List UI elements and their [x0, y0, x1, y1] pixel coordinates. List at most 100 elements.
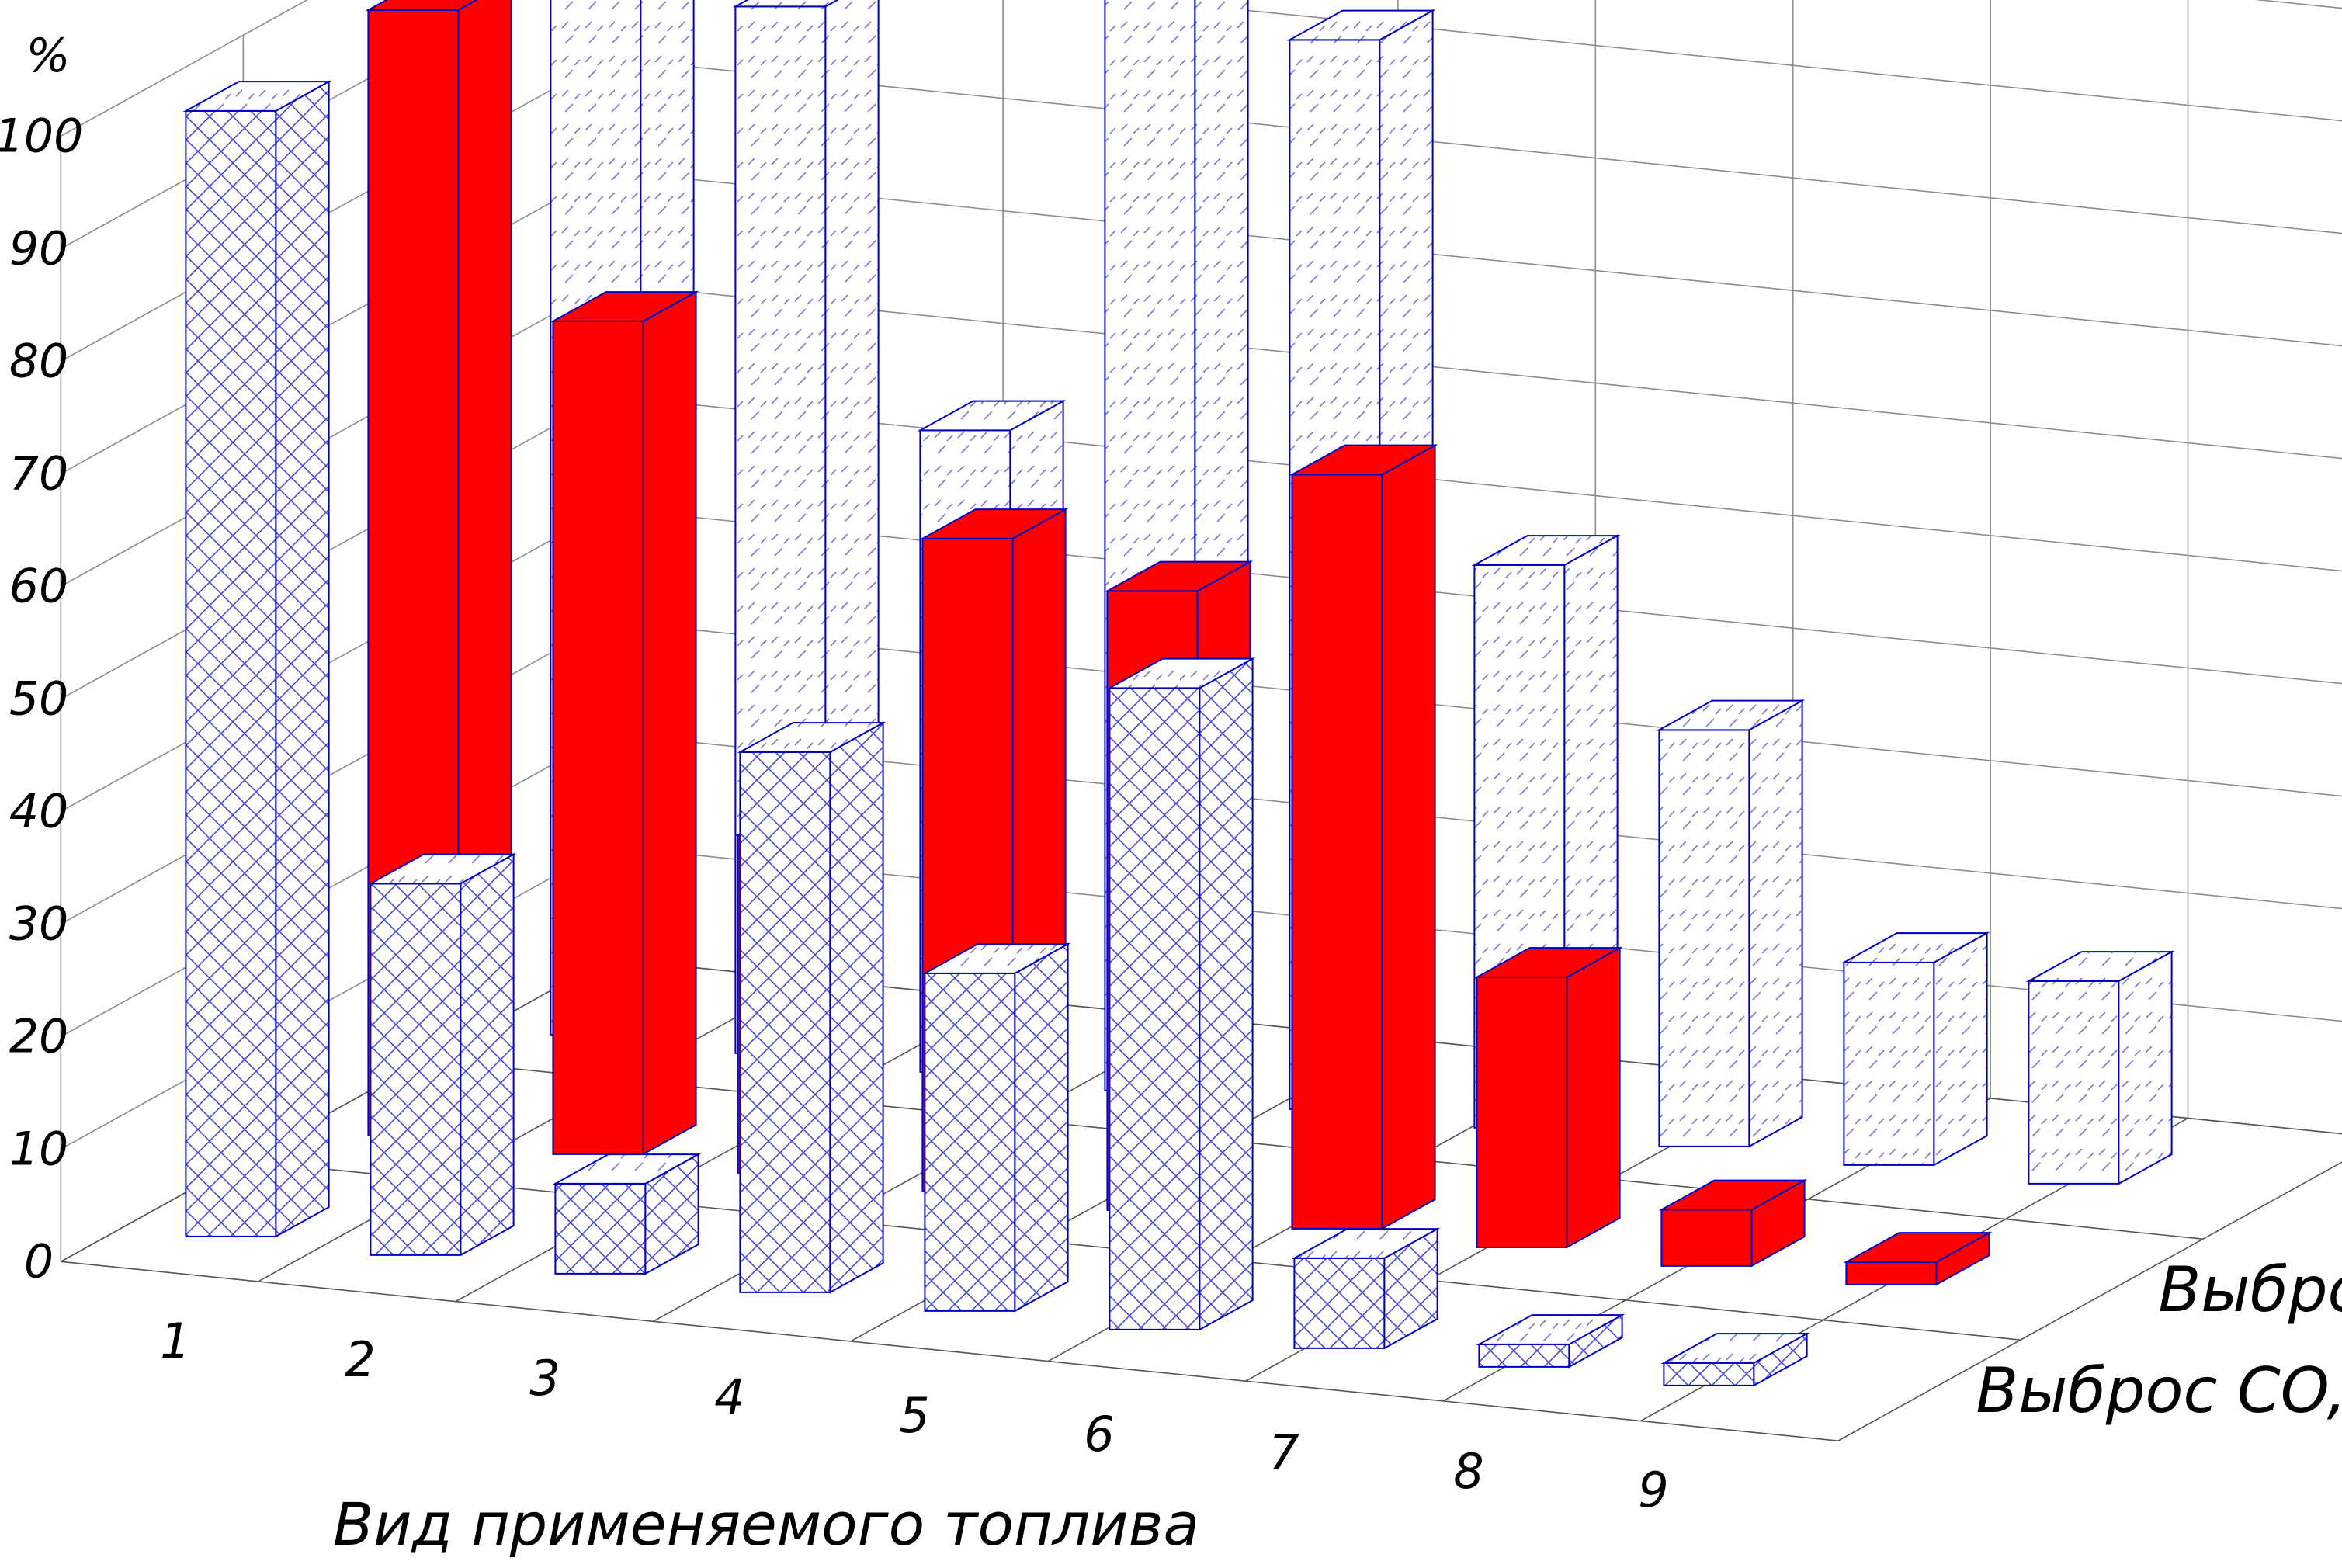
- bar-top: [2025, 951, 2175, 982]
- bar-side: [2118, 950, 2173, 1185]
- bar-front: [1291, 474, 1383, 1230]
- bar: [1289, 443, 1438, 1230]
- bar-front: [1843, 961, 1935, 1166]
- bar-top: [550, 291, 699, 322]
- y-axis-unit: %: [26, 29, 70, 83]
- bar: [921, 942, 1071, 1313]
- bar-front: [739, 751, 831, 1293]
- floor-line-depth: [1837, 1161, 2342, 1441]
- bar-top: [1658, 1179, 1808, 1211]
- bar-front: [370, 883, 462, 1256]
- bar: [737, 721, 886, 1294]
- series-label: Выброс NOx, %: [2340, 1153, 2342, 1225]
- category-label: 9: [1638, 1462, 1668, 1518]
- bar-top: [732, 0, 839, 8]
- y-tick-label: 90: [9, 221, 68, 276]
- gridline-side: [60, 508, 609, 813]
- gridline-back: [1138, 0, 2342, 122]
- bar-front: [185, 109, 277, 1237]
- y-tick-label: 0: [24, 1234, 54, 1289]
- floor-line-depth: [258, 978, 807, 1282]
- bar: [1291, 1227, 1441, 1350]
- bar-front: [552, 320, 644, 1155]
- bar: [1843, 1231, 1993, 1286]
- bar: [1841, 931, 1990, 1167]
- y-tick-label: 50: [9, 671, 68, 726]
- bar-front: [1658, 729, 1750, 1147]
- gridline-side: [60, 170, 609, 475]
- bar-top: [1473, 947, 1623, 978]
- y-tick-label: 20: [9, 1009, 68, 1063]
- bar-top: [1291, 1228, 1441, 1259]
- bar-top: [1656, 699, 1806, 731]
- bar-front: [554, 1182, 647, 1275]
- category-label: 4: [714, 1369, 744, 1425]
- bar: [1660, 1332, 1810, 1387]
- bar: [1476, 1313, 1626, 1369]
- floor-line-width: [61, 1261, 1838, 1441]
- bar-front: [1293, 1257, 1386, 1349]
- y-tick-label: 10: [9, 1122, 68, 1176]
- bar-top: [182, 81, 332, 112]
- category-label: 8: [1453, 1443, 1483, 1500]
- category-label: 3: [529, 1350, 560, 1407]
- bar-top: [1476, 1314, 1626, 1345]
- bar-side: [642, 290, 697, 1156]
- series-label: Выброс CO, %: [1976, 1355, 2342, 1427]
- gridline-back: [608, 170, 2342, 347]
- bar-top: [1841, 932, 1990, 963]
- y-tick-label: 100: [0, 109, 83, 163]
- y-tick-label: 60: [9, 559, 68, 613]
- bar-top: [919, 508, 1069, 539]
- bar: [552, 1153, 702, 1275]
- y-tick-label: 40: [9, 784, 68, 838]
- bar-front: [924, 972, 1016, 1312]
- bar-side: [1381, 443, 1436, 1230]
- labels-layer: 0 10 20 30 40 50 60 70 80 90 100% 1 2 3 4 5 6 7 8 9 Выброс C…: [0, 29, 2342, 1559]
- bar-top: [737, 722, 886, 753]
- gridline-side: [60, 845, 609, 1150]
- gridline-side: [60, 0, 512, 250]
- bar: [1658, 1178, 1808, 1268]
- bar-side: [829, 721, 884, 1294]
- bar-top: [1843, 1232, 1993, 1263]
- bar: [550, 290, 699, 1156]
- bar-side: [1933, 931, 1988, 1167]
- gridline-side: [60, 0, 308, 137]
- bar-top: [367, 853, 517, 885]
- gridline-side: [60, 620, 609, 925]
- bar-front: [1478, 1343, 1570, 1368]
- bar-top: [552, 1153, 702, 1185]
- bar: [367, 852, 517, 1257]
- bar-side: [1014, 942, 1069, 1313]
- y-tick-label: 30: [9, 897, 68, 951]
- y-tick-label: 80: [9, 334, 68, 388]
- bar-top: [1660, 1333, 1810, 1364]
- bar: [1106, 657, 1256, 1331]
- gridline-side: [60, 57, 609, 363]
- bar-top: [1286, 9, 1436, 41]
- bar-side: [1748, 699, 1803, 1148]
- gridline-back: [608, 57, 2342, 234]
- bar-top: [917, 400, 1067, 432]
- bar-top: [921, 943, 1071, 974]
- bar-side: [275, 80, 330, 1238]
- gridline-back: [608, 283, 2342, 460]
- bar: [182, 80, 332, 1238]
- bar-side: [1199, 657, 1254, 1331]
- bar-row-1: [182, 80, 1810, 1387]
- bar-side: [460, 852, 515, 1257]
- gridline-side: [60, 395, 609, 700]
- bars-layer: [182, 0, 2175, 1387]
- bar-front: [2028, 980, 2120, 1185]
- bar: [1656, 699, 1806, 1148]
- x-axis-title: Вид применяемого топлива: [333, 1490, 1199, 1559]
- bar-top: [1106, 657, 1256, 689]
- category-label: 2: [345, 1331, 375, 1388]
- category-label: 1: [160, 1313, 190, 1369]
- bar-front: [1109, 687, 1201, 1330]
- bar-front: [1663, 1362, 1755, 1386]
- category-label: 5: [899, 1387, 929, 1444]
- category-label: 7: [1268, 1424, 1299, 1481]
